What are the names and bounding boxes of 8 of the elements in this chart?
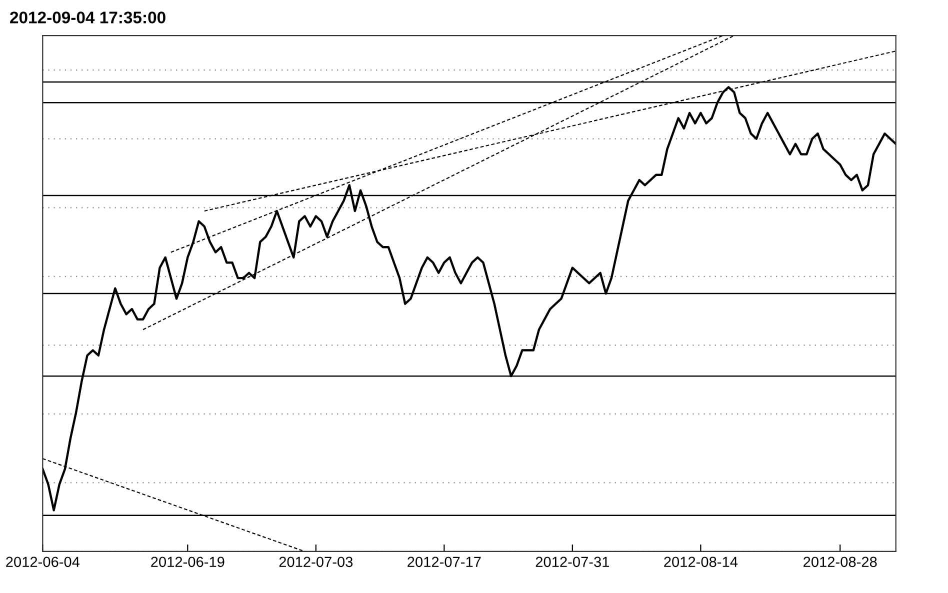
- x-tick-label: 2012-08-28: [804, 556, 877, 568]
- x-tick-label: 2012-07-17: [408, 556, 481, 568]
- x-tick-label: 2012-06-04: [6, 556, 80, 568]
- chart-title: 2012-09-04 17:35:00: [10, 12, 166, 24]
- x-tick-label: 2012-08-14: [664, 556, 738, 568]
- x-tick-label: 2012-07-03: [279, 556, 353, 568]
- x-tick-label: 2012-06-19: [151, 556, 224, 568]
- x-tick-label: 2012-07-31: [536, 556, 610, 568]
